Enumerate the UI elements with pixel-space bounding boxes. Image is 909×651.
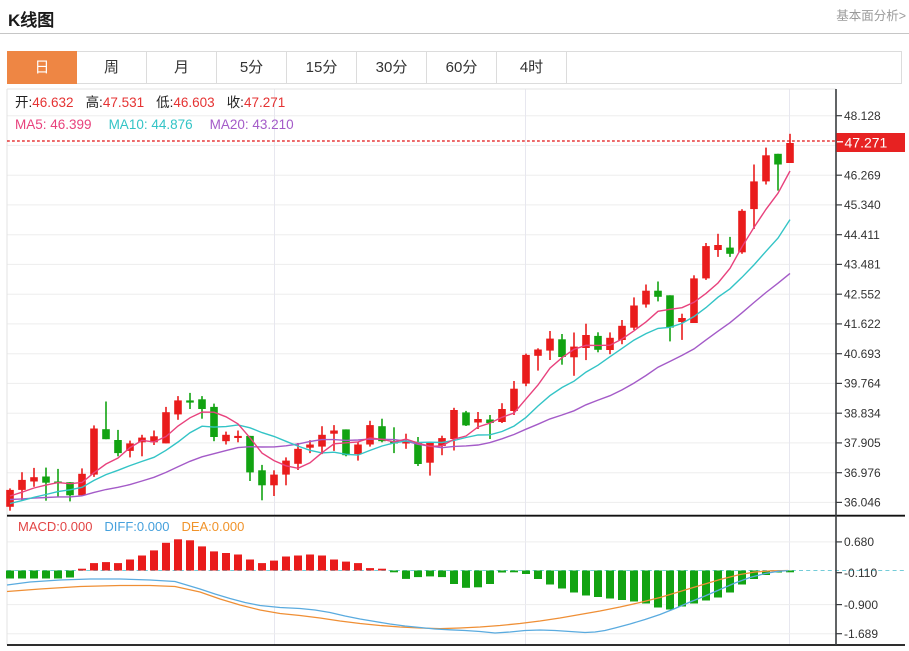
svg-text:45.340: 45.340 — [844, 198, 881, 212]
svg-text:-0.110: -0.110 — [844, 566, 877, 580]
svg-text:36.046: 36.046 — [844, 496, 881, 510]
svg-text:39.764: 39.764 — [844, 377, 881, 391]
svg-text:40.693: 40.693 — [844, 347, 881, 361]
svg-text:36.976: 36.976 — [844, 466, 881, 480]
svg-text:-1.689: -1.689 — [844, 627, 878, 641]
svg-text:43.481: 43.481 — [844, 258, 881, 272]
svg-text:46.269: 46.269 — [844, 168, 881, 182]
svg-text:47.271: 47.271 — [845, 135, 888, 151]
svg-text:37.905: 37.905 — [844, 436, 881, 450]
svg-text:0.680: 0.680 — [844, 535, 874, 549]
svg-text:41.622: 41.622 — [844, 317, 881, 331]
svg-text:48.128: 48.128 — [844, 109, 881, 123]
svg-text:42.552: 42.552 — [844, 287, 881, 301]
svg-text:-0.900: -0.900 — [844, 598, 878, 612]
svg-text:38.834: 38.834 — [844, 406, 881, 420]
svg-text:44.411: 44.411 — [844, 228, 880, 242]
